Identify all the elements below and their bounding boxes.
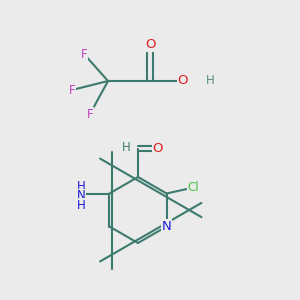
Text: F: F bbox=[81, 47, 87, 61]
Text: H: H bbox=[206, 74, 214, 88]
Text: O: O bbox=[152, 142, 163, 155]
Text: H: H bbox=[122, 141, 131, 154]
Text: F: F bbox=[87, 107, 93, 121]
Text: Cl: Cl bbox=[188, 181, 200, 194]
Text: H: H bbox=[76, 179, 85, 193]
Text: N: N bbox=[76, 189, 85, 203]
Text: O: O bbox=[178, 74, 188, 88]
Text: N: N bbox=[162, 220, 172, 233]
Text: O: O bbox=[145, 38, 155, 52]
Text: F: F bbox=[69, 83, 75, 97]
Text: H: H bbox=[76, 199, 85, 212]
